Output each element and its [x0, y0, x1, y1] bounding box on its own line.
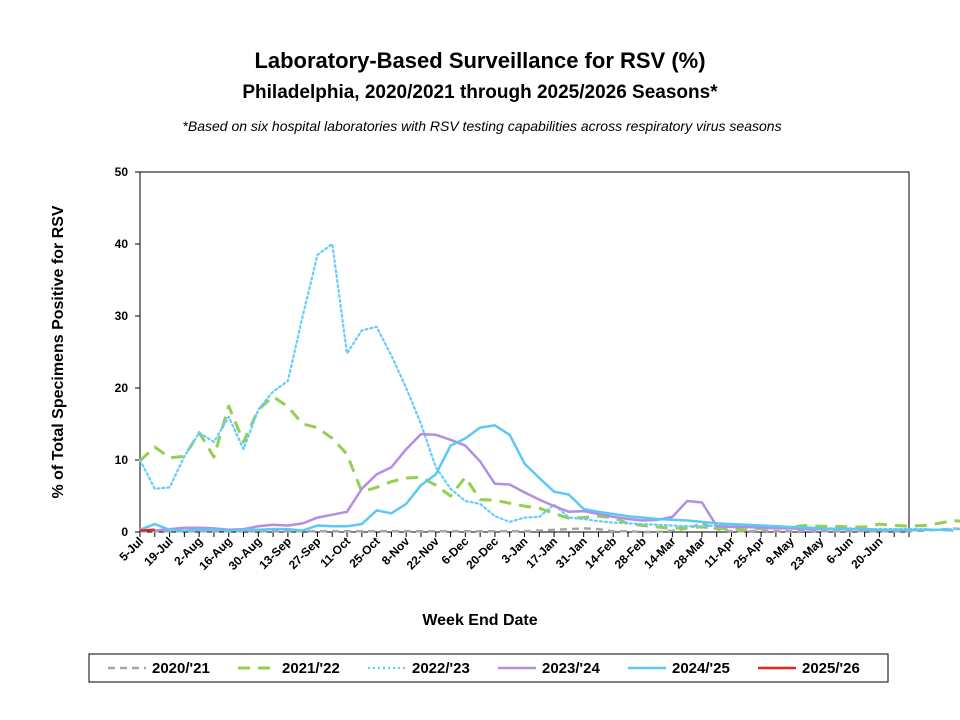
- plot-area: [139, 171, 910, 533]
- series-line-1: [138, 395, 960, 532]
- series-line-3: [139, 432, 924, 532]
- legend-label-4: 2024/'25: [672, 660, 730, 677]
- chart-note: *Based on six hospital laboratories with…: [182, 118, 781, 134]
- y-tick-label: 10: [115, 453, 129, 467]
- x-tick-label: 11-Apr: [701, 534, 738, 571]
- x-tick-label: 22-Nov: [404, 534, 442, 572]
- legend-label-5: 2025/'26: [802, 660, 860, 677]
- x-tick-label: 19-Jul: [141, 534, 175, 568]
- x-tick-label: 23-May: [788, 534, 827, 573]
- chart-subtitle: Philadelphia, 2020/2021 through 2025/202…: [242, 82, 718, 103]
- legend-label-1: 2021/'22: [282, 660, 340, 677]
- y-tick-label: 50: [115, 165, 129, 179]
- y-axis: 0 10 20 30 40 50: [115, 165, 140, 539]
- y-tick-label: 0: [121, 525, 128, 539]
- x-tick-label: 27-Sep: [286, 534, 324, 572]
- legend-label-2: 2022/'23: [412, 660, 470, 677]
- series-line-4: [139, 424, 954, 532]
- x-tick-label: 30-Aug: [226, 534, 265, 573]
- x-tick-label: 28-Mar: [671, 534, 708, 571]
- x-tick-label: 14-Feb: [582, 534, 619, 571]
- x-tick-label: 20-Jun: [848, 534, 885, 571]
- y-tick-label: 30: [115, 309, 129, 323]
- y-tick-label: 40: [115, 237, 129, 251]
- x-tick-label: 20-Dec: [463, 534, 501, 572]
- y-tick-label: 20: [115, 381, 129, 395]
- chart-title: Laboratory-Based Surveillance for RSV (%…: [254, 48, 705, 73]
- y-axis-label: % of Total Specimens Positive for RSV: [50, 205, 67, 498]
- x-tick-label: 28-Feb: [612, 534, 649, 571]
- x-tick-label: 14-Mar: [641, 534, 678, 571]
- x-tick-label: 31-Jan: [553, 534, 590, 571]
- legend-box: [88, 653, 889, 683]
- x-tick-label: 17-Jan: [523, 534, 560, 571]
- series-line-5: [139, 528, 155, 532]
- x-tick-label: 11-Oct: [317, 534, 353, 570]
- x-tick-label: 13-Sep: [256, 534, 294, 572]
- legend: 2020/'21 2021/'22 2022/'23 2023/'24 2024/'25…: [108, 660, 860, 677]
- series-line-2: [138, 242, 960, 531]
- legend-label-0: 2020/'21: [152, 660, 210, 677]
- series-lines: [138, 242, 960, 534]
- legend-label-3: 2023/'24: [542, 660, 600, 677]
- x-axis-label: Week End Date: [422, 612, 537, 629]
- x-tick-label: 25-Oct: [346, 534, 382, 570]
- x-tick-label: 25-Apr: [730, 534, 767, 571]
- x-axis: 5-Jul19-Jul2-Aug16-Aug30-Aug13-Sep27-Sep…: [116, 532, 910, 573]
